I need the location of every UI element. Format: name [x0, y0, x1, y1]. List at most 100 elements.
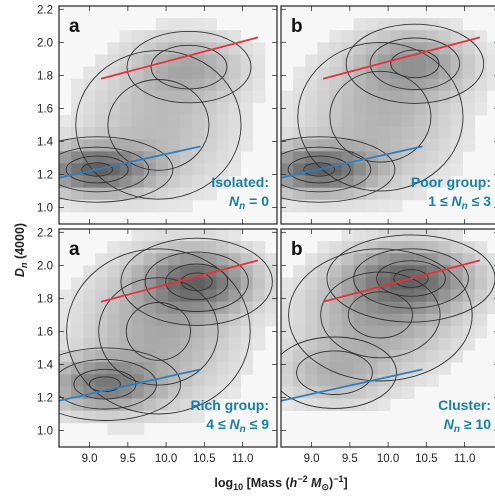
heatmap-cell	[293, 265, 306, 278]
heatmap-cell	[143, 199, 157, 213]
heatmap-cell	[305, 253, 318, 266]
heatmap-cell	[216, 350, 229, 363]
heatmap-cell	[83, 78, 96, 92]
heatmap-cell	[450, 350, 464, 363]
heatmap-cell	[305, 163, 318, 176]
y-tick-label: 1.2	[37, 169, 53, 181]
heatmap-cell	[317, 350, 330, 363]
heatmap-cell	[329, 265, 342, 278]
heatmap-cell	[353, 78, 367, 92]
heatmap-cell	[450, 277, 464, 290]
heatmap-cell	[486, 66, 495, 80]
heatmap-cell	[107, 199, 120, 213]
heatmap-cell	[329, 30, 342, 43]
heatmap-cell	[204, 42, 217, 55]
heatmap-cell	[180, 325, 193, 339]
heatmap-cell	[450, 115, 464, 128]
panel-frame	[58, 228, 278, 448]
heatmap-cell	[402, 78, 415, 92]
heatmap-cell	[377, 175, 391, 189]
heatmap-cell	[95, 115, 108, 128]
heatmap-cell	[155, 362, 169, 375]
heatmap-cell	[426, 139, 439, 152]
y-tick-label: 2.2	[37, 4, 53, 16]
heatmap-cell	[317, 78, 330, 92]
heatmap-cell	[438, 362, 451, 375]
panel-letter: a	[69, 239, 80, 260]
heatmap-cell	[450, 229, 464, 242]
heatmap-cell	[341, 241, 355, 254]
heatmap-cell	[365, 78, 379, 92]
x-tick-label: 10.5	[415, 453, 437, 465]
x-tick-label: 10.5	[193, 453, 215, 465]
heatmap-cell	[119, 374, 133, 387]
contour-line	[347, 291, 413, 339]
heatmap-cell	[228, 374, 242, 387]
x-tick-label: 10.0	[155, 453, 177, 465]
heatmap-cell	[107, 151, 120, 164]
heatmap-cell	[390, 78, 403, 92]
heatmap-cell	[95, 350, 108, 363]
heatmap-cell	[317, 42, 330, 55]
heatmap-cell	[426, 338, 439, 351]
heatmap-cell	[95, 265, 108, 278]
heatmap-cell	[107, 265, 120, 278]
heatmap-cell	[353, 163, 367, 176]
y-tick-label: 1.4	[37, 359, 54, 371]
heatmap-cell	[353, 199, 367, 213]
heatmap-cell	[317, 66, 330, 80]
heatmap-cell	[438, 301, 451, 315]
heatmap-cell	[426, 115, 439, 128]
heatmap-cell	[252, 66, 266, 80]
heatmap-cell	[168, 115, 181, 128]
heatmap-cell	[204, 66, 217, 80]
heatmap-cell	[83, 325, 96, 339]
heatmap-cell	[180, 30, 193, 43]
heatmap-cell	[168, 199, 181, 213]
heatmap-cell	[95, 187, 108, 201]
heatmap-cell	[107, 241, 120, 254]
heatmap-cell	[192, 163, 205, 176]
tick-labels: 1.0 1.2 1.4 1.6 1.8 2.0 2.2 1.0 1.2 1.4 1.6 1.8 2.0 2…	[37, 4, 475, 465]
heatmap-cell	[341, 265, 355, 278]
heatmap-cell	[365, 90, 379, 104]
heatmap-cell	[83, 362, 96, 375]
heatmap-cell	[426, 265, 439, 278]
red-reference-line	[100, 36, 259, 80]
red-reference-line	[322, 36, 481, 80]
panel-frame	[280, 5, 495, 225]
heatmap-cell	[204, 325, 217, 339]
heatmap-cell	[402, 102, 415, 116]
heatmap-cell	[119, 241, 133, 254]
heatmap-cell	[131, 175, 145, 189]
blue-reference-line	[281, 145, 423, 179]
heatmap-cell	[365, 277, 379, 290]
heatmap-cell	[192, 175, 205, 189]
contour-line	[390, 49, 440, 79]
heatmap-cell	[305, 277, 318, 290]
heatmap-cell	[119, 187, 133, 201]
heatmap-cell	[317, 241, 330, 254]
heatmap-cell	[305, 301, 318, 315]
heatmap-cell	[390, 30, 403, 43]
heatmap-cell	[414, 102, 427, 116]
heatmap-cell	[180, 350, 193, 363]
heatmap-cell	[450, 338, 464, 351]
heatmap-cell	[228, 350, 242, 363]
heatmap-cell	[438, 66, 451, 80]
heatmap-cell	[180, 386, 193, 399]
contour-line	[320, 271, 441, 359]
heatmap-cell	[228, 78, 242, 92]
y-tick-label: 1.4	[37, 136, 54, 148]
heatmap-cell	[414, 313, 427, 327]
heatmap-cell	[204, 163, 217, 176]
heatmap-cell	[438, 115, 451, 128]
heatmap-cell	[426, 127, 439, 140]
heatmap-cell	[281, 374, 294, 387]
contour-line	[303, 162, 336, 177]
heatmap-cell	[353, 398, 367, 412]
heatmap-cell	[95, 151, 108, 164]
heatmap-cell	[143, 338, 157, 351]
heatmap-cell	[59, 313, 72, 327]
heatmap-cell	[341, 175, 355, 189]
